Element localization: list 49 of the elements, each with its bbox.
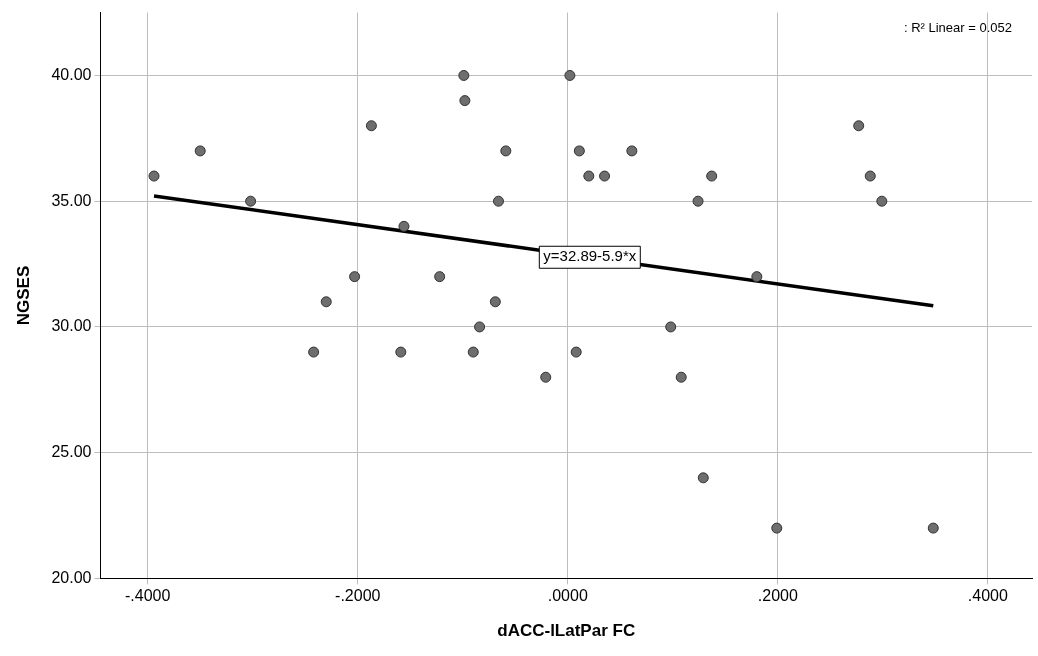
point (665, 321, 677, 333)
x-tick-label: .2000 (757, 587, 798, 605)
x-tick-label: .0000 (547, 587, 588, 605)
point (148, 170, 160, 182)
point (675, 371, 687, 383)
point (540, 371, 552, 383)
y-tick-label: 40.00 (51, 65, 92, 83)
point (564, 69, 576, 81)
y-tick-label: 20.00 (51, 568, 92, 586)
y-tick-label: 30.00 (51, 317, 92, 335)
point (320, 296, 332, 308)
x-tick-label: .4000 (967, 587, 1009, 605)
point (194, 145, 206, 157)
y-axis-title: NGSES (13, 265, 33, 326)
point (365, 120, 377, 132)
point (500, 145, 512, 157)
point (599, 170, 611, 182)
point (467, 346, 479, 358)
point (489, 296, 501, 308)
point (706, 170, 718, 182)
y-tick-label: 35.00 (51, 191, 92, 209)
x-tick-label: -.4000 (125, 587, 171, 605)
point (876, 195, 888, 207)
point (308, 346, 320, 358)
point (492, 195, 504, 207)
point (751, 271, 763, 283)
point (458, 69, 470, 81)
point (459, 95, 471, 107)
point (474, 321, 486, 333)
point (771, 522, 783, 534)
point (626, 145, 638, 157)
annotation: : R² Linear = 0.052 (903, 20, 1012, 36)
point (395, 346, 407, 358)
point (245, 195, 257, 207)
point (853, 120, 865, 132)
point (398, 220, 410, 232)
point (692, 195, 704, 207)
point (349, 271, 361, 283)
point (864, 170, 876, 182)
point (573, 145, 585, 157)
point (927, 522, 939, 534)
point (697, 472, 709, 484)
x-tick-label: -.2000 (335, 587, 381, 605)
annotation: y=32.89-5.9*x (543, 247, 637, 265)
x-axis-title: dACC-lLatPar FC (497, 621, 636, 641)
point (434, 271, 446, 283)
point (570, 346, 582, 358)
point (583, 170, 595, 182)
y-tick-label: 25.00 (51, 443, 92, 461)
